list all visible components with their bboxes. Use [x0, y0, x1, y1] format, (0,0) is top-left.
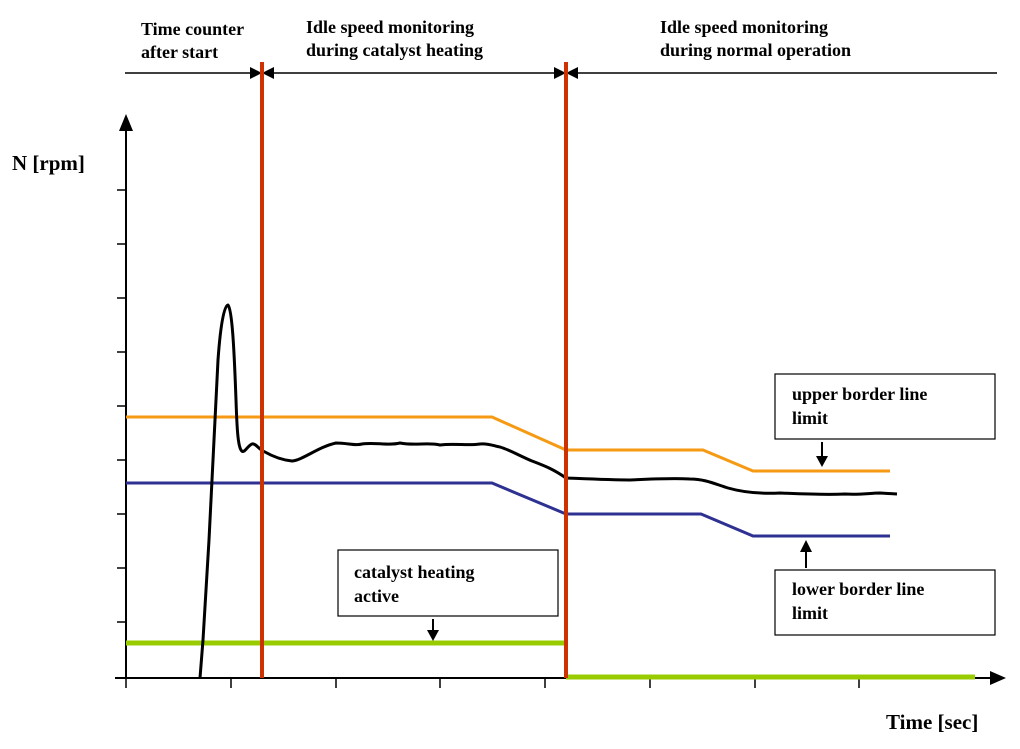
x-axis-label: Time [sec]: [886, 710, 978, 734]
catalyst-callout-box: [337, 549, 559, 617]
lower-limit-line: [126, 481, 890, 538]
upper-limit-pointer-head: [816, 456, 828, 467]
upper-limit-callout-box: [774, 373, 996, 440]
lower-limit-callout-box: [774, 569, 996, 636]
engine-speed-curve: [198, 303, 898, 679]
lower-limit-callout: lower border line limit: [774, 540, 996, 636]
upper-limit-callout-line2: limit: [792, 408, 828, 428]
catalyst-pointer-head: [427, 630, 439, 641]
lower-limit-callout-line2: limit: [792, 603, 828, 623]
upper-limit-line: [126, 415, 890, 473]
phase-1-label-line2: after start: [141, 42, 218, 62]
phase-2-label-line2: during catalyst heating: [306, 40, 483, 60]
phase-timeline: [125, 67, 997, 79]
phase-3-label-line2: during normal operation: [660, 40, 851, 60]
y-axis-arrowhead: [119, 114, 133, 131]
catalyst-callout-line2: active: [354, 586, 399, 606]
upper-limit-callout-line1: upper border line: [792, 384, 927, 404]
phase-1-label-line1: Time counter: [141, 19, 244, 39]
lower-limit-pointer-head: [800, 540, 812, 552]
arrow-2-right-head: [566, 67, 578, 79]
phase-2-label-line1: Idle speed monitoring: [306, 17, 474, 37]
arrow-1-left-head: [250, 67, 262, 79]
lower-limit-callout-line1: lower border line: [792, 579, 924, 599]
phase-3-label-line1: Idle speed monitoring: [660, 17, 828, 37]
x-axis-arrowhead: [990, 671, 1006, 685]
arrow-1-right-head: [262, 67, 274, 79]
upper-limit-callout: upper border line limit: [774, 373, 996, 467]
arrow-2-left-head: [554, 67, 566, 79]
catalyst-callout: catalyst heating active: [337, 549, 559, 641]
catalyst-callout-line1: catalyst heating: [354, 562, 475, 582]
y-axis-label: N [rpm]: [12, 151, 85, 175]
